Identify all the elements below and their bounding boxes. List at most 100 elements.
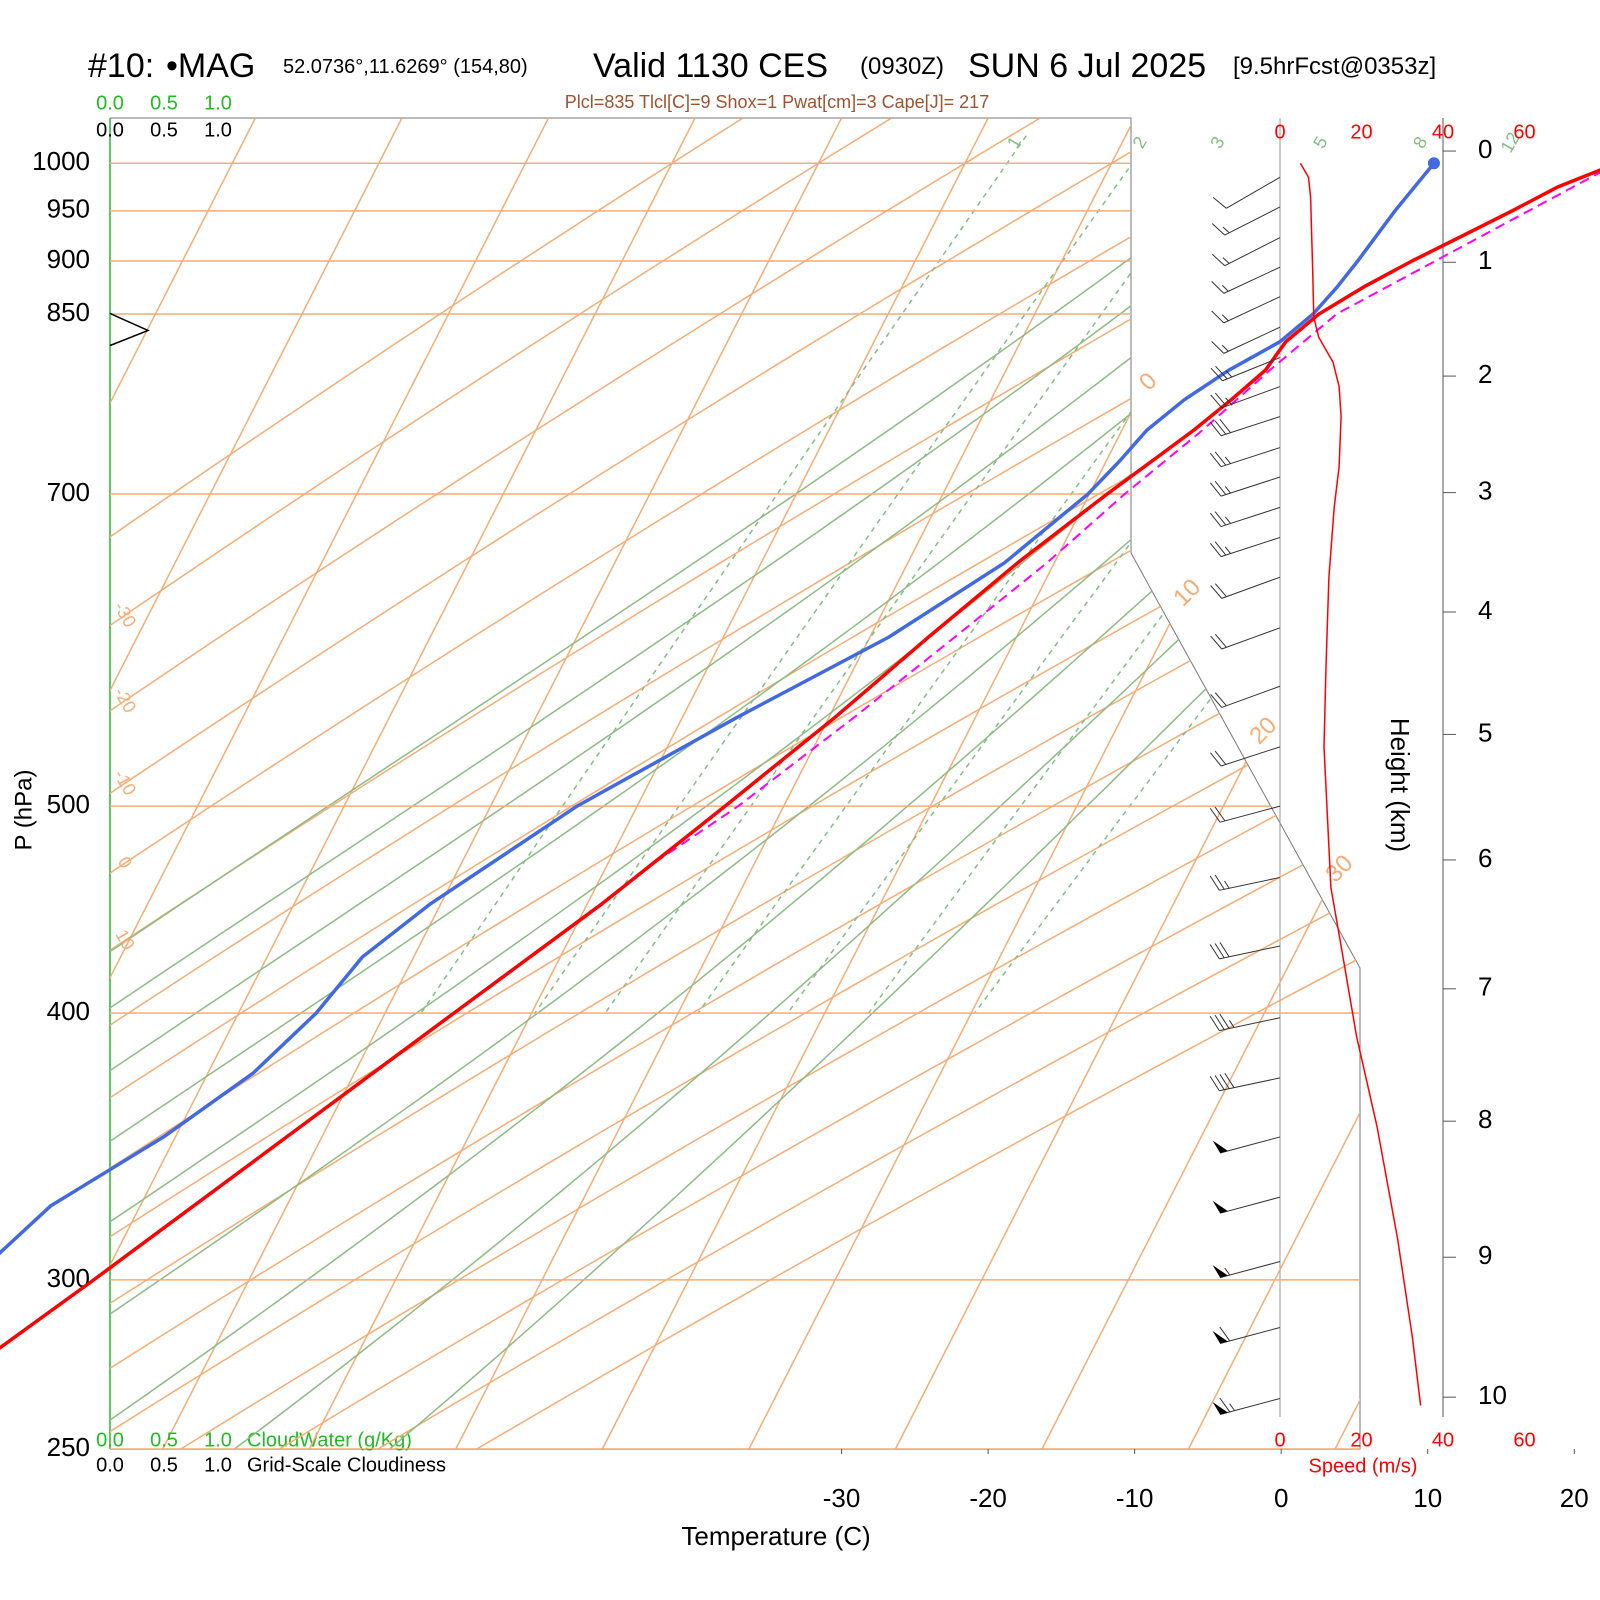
- speed-tick-label: 40: [1432, 1429, 1454, 1451]
- barb-staff: [1219, 1261, 1281, 1279]
- dry-adiabat-label: -10: [110, 766, 140, 799]
- dry-adiabat: [180, 118, 1360, 1449]
- dry-adiabat: [110, 118, 1360, 1449]
- barb-line: [1209, 453, 1222, 468]
- barb-line: [1209, 875, 1220, 891]
- isotherm-label: 20: [1244, 712, 1282, 750]
- dewpoint-line: [0, 162, 1436, 1256]
- wind-barb: [1209, 1073, 1281, 1092]
- wind-barb: [1210, 386, 1281, 409]
- barb-line: [1214, 480, 1227, 495]
- wind-barb: [1211, 296, 1281, 324]
- speed-tick-label: 20: [1350, 1429, 1372, 1451]
- cloud-tick-label: 0.5: [150, 1454, 178, 1476]
- y-tick-label: 900: [47, 244, 90, 274]
- barb-line: [1209, 542, 1222, 557]
- barb-staff: [1219, 876, 1281, 891]
- barb-line: [1214, 1075, 1225, 1091]
- wind-barb: [1212, 1136, 1281, 1154]
- barb-half: [1221, 344, 1229, 352]
- barb-line: [1214, 943, 1225, 959]
- y2-tick-label: 8: [1478, 1104, 1492, 1134]
- cloud-tick-label: 1.0: [204, 1429, 232, 1451]
- mixing-ratio-line: [534, 135, 1153, 1014]
- wind-barb: [1209, 447, 1281, 468]
- isotherm-label: 30: [1320, 850, 1358, 888]
- barb-line: [1214, 1014, 1225, 1030]
- wind-barb: [1212, 1326, 1281, 1345]
- y-tick-label: 850: [47, 297, 90, 327]
- y2-tick-label: 4: [1478, 595, 1492, 625]
- dry-adiabat: [110, 118, 1360, 1449]
- mixing-ratio-line: [973, 135, 1360, 1014]
- barb-line: [1212, 197, 1227, 209]
- barb-line: [1219, 1013, 1230, 1029]
- dry-adiabat: [110, 118, 1190, 1449]
- dry-adiabat: [110, 118, 744, 1449]
- isotherm: [1041, 118, 1360, 1449]
- barb-line: [1210, 585, 1223, 599]
- wind-barb: [1209, 874, 1281, 891]
- wind-barb: [1211, 206, 1281, 236]
- barb-staff: [1223, 326, 1281, 354]
- isotherm: [110, 118, 257, 1449]
- speed-tick-label: 60: [1513, 121, 1535, 143]
- barb-half: [1225, 370, 1233, 378]
- y2-tick-label: 9: [1478, 1240, 1492, 1270]
- wind-barb: [1210, 685, 1281, 708]
- barb-staff: [1221, 685, 1281, 708]
- barb-line: [1209, 482, 1222, 497]
- dry-adiabat: [279, 118, 1360, 1449]
- y2-tick-label: 2: [1478, 359, 1492, 389]
- moist-adiabat: [110, 118, 1360, 1449]
- barb-staff: [1219, 805, 1281, 823]
- barb-flag: [1212, 1331, 1228, 1344]
- barb-staff: [1220, 746, 1281, 767]
- barb-line: [1211, 223, 1226, 236]
- wind-speed-line: [1299, 162, 1422, 1406]
- dry-adiabat: [110, 118, 892, 1449]
- barb-staff: [1219, 945, 1281, 960]
- barb-line: [1209, 944, 1220, 960]
- speed-tick-label: 40: [1432, 121, 1454, 143]
- mixing-ratio-label: 2: [1128, 133, 1150, 152]
- y-axis-label: P (hPa): [10, 770, 37, 851]
- barb-staff: [1220, 476, 1281, 497]
- dry-adiabat: [377, 118, 1360, 1449]
- isotherm: [601, 118, 1282, 1449]
- barb-flag: [1212, 1402, 1228, 1415]
- barb-line: [1209, 422, 1222, 437]
- barb-staff: [1219, 1397, 1281, 1415]
- y2-tick-label: 7: [1478, 972, 1492, 1002]
- dry-adiabat-label: -30: [110, 598, 140, 631]
- cloud-tick-label: 0.0: [96, 119, 124, 141]
- barb-staff: [1220, 536, 1281, 558]
- barb-line: [1215, 365, 1228, 380]
- moist-adiabat: [110, 118, 1360, 1449]
- barb-staff: [1221, 576, 1281, 599]
- isotherm: [1187, 118, 1360, 1449]
- wind-barb: [1209, 476, 1281, 497]
- barb-line: [1214, 420, 1227, 435]
- isotherm: [110, 118, 696, 1449]
- barb-flag: [1212, 1140, 1228, 1153]
- dry-adiabat: [110, 118, 1041, 1449]
- barb-staff: [1226, 176, 1281, 209]
- barb-half: [1225, 397, 1232, 405]
- cloud-tick-label: 0.5: [150, 92, 178, 114]
- barb-line: [1214, 392, 1227, 407]
- y2-tick-label: 6: [1478, 843, 1492, 873]
- dry-adiabat-label: -20: [110, 684, 140, 717]
- speed-tick-label: 60: [1513, 1429, 1535, 1451]
- barb-staff: [1220, 416, 1281, 437]
- barb-staff: [1219, 1136, 1281, 1154]
- barb-half: [1224, 880, 1230, 889]
- isotherm: [162, 118, 843, 1449]
- wind-barb: [1211, 266, 1281, 294]
- title-part: 52.0736°,11.6269° (154,80): [283, 56, 528, 78]
- barb-line: [1214, 692, 1227, 707]
- wind-barb: [1211, 237, 1281, 267]
- barb-line: [1211, 310, 1225, 324]
- barb-flag: [1212, 1200, 1228, 1214]
- x-tick-label: -20: [969, 1483, 1007, 1513]
